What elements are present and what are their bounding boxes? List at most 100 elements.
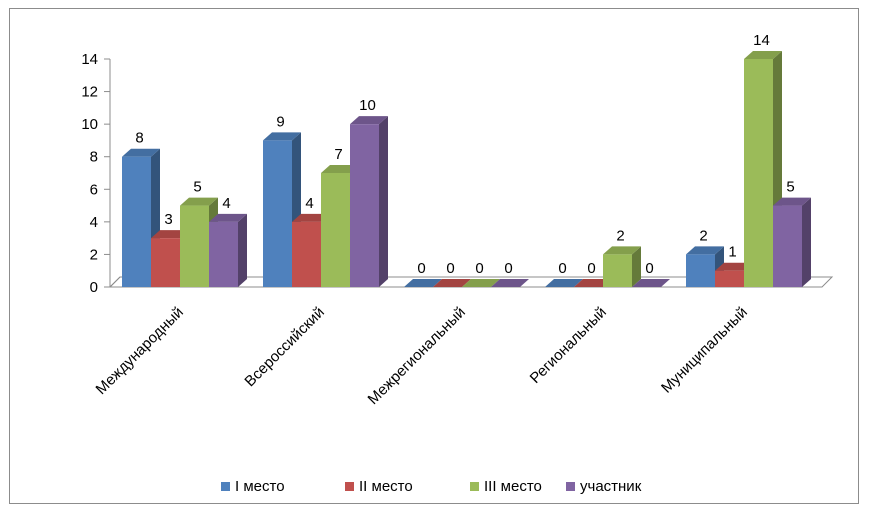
y-tick-label: 6 <box>90 181 98 198</box>
data-label: 2 <box>616 227 624 244</box>
legend-label: II место <box>359 478 413 495</box>
bar-side <box>379 116 388 288</box>
bar-top <box>433 279 471 287</box>
data-label: 5 <box>193 179 201 196</box>
category-label: Межрегиональный <box>365 304 469 408</box>
bar <box>545 279 583 287</box>
bar-top <box>180 197 218 206</box>
bar-front <box>292 221 321 287</box>
data-label: 14 <box>753 32 770 49</box>
data-label: 9 <box>276 113 284 130</box>
bar <box>462 279 500 287</box>
bar-front <box>151 238 180 287</box>
bar-front <box>321 173 350 287</box>
category-labels: Международный Всероссийский Межрегиональны… <box>93 304 751 408</box>
bar-top <box>686 246 724 255</box>
bar-top <box>545 279 583 287</box>
bar-top <box>321 165 359 173</box>
data-label: 0 <box>446 260 454 277</box>
y-tick-label: 14 <box>81 51 98 68</box>
bar-top <box>209 213 247 222</box>
legend-item: II место <box>345 478 413 495</box>
category-label: Всероссийский <box>241 304 327 390</box>
bar-chart: 0 2 4 6 8 10 12 14 8 3 5 4 9 4 7 10 0 0 0 0 0 0 2 0 2 1 14 5 Между… <box>81 32 834 495</box>
bar-top <box>350 116 388 125</box>
legend-label: I место <box>235 478 285 495</box>
data-label: 8 <box>135 130 143 147</box>
y-tick-label: 0 <box>90 279 98 296</box>
bar <box>350 116 388 288</box>
data-label: 0 <box>475 260 483 277</box>
y-axis: 0 2 4 6 8 10 12 14 <box>81 51 110 296</box>
bar <box>632 279 670 287</box>
y-tick-label: 8 <box>90 149 98 166</box>
bar-front <box>350 124 379 288</box>
data-label: 0 <box>645 260 653 277</box>
data-label: 0 <box>417 260 425 277</box>
bar-top <box>263 132 301 141</box>
legend-swatch <box>470 482 479 491</box>
legend-item: III место <box>470 478 542 495</box>
legend-swatch <box>566 482 575 491</box>
y-tick-label: 4 <box>90 214 98 231</box>
data-label: 7 <box>334 146 342 163</box>
bar-front <box>209 221 238 287</box>
chart-frame: 0 2 4 6 8 10 12 14 8 3 5 4 9 4 7 10 0 0 0 0 0 0 2 0 2 1 14 5 Между… <box>9 8 859 504</box>
bar-side <box>238 213 247 287</box>
data-label: 10 <box>359 97 376 114</box>
bar-front <box>122 156 151 287</box>
bar-front <box>744 59 773 287</box>
category-label: Муниципальный <box>658 304 751 397</box>
bar <box>491 279 529 287</box>
legend-label: III место <box>484 478 542 495</box>
bar-top <box>122 148 160 157</box>
legend: I место II место III место участник <box>221 478 642 495</box>
data-label: 0 <box>504 260 512 277</box>
category-label: Международный <box>93 304 187 398</box>
bar-top <box>773 197 811 206</box>
bar <box>603 246 641 287</box>
bar-side <box>632 246 641 287</box>
bar-top <box>292 213 330 222</box>
data-label: 0 <box>558 260 566 277</box>
y-tick-label: 10 <box>81 116 98 133</box>
legend-label: участник <box>580 478 642 495</box>
bar-front <box>715 270 744 287</box>
bar <box>574 279 612 287</box>
data-label: 4 <box>222 195 230 212</box>
y-tick-label: 2 <box>90 246 98 263</box>
bar <box>404 279 442 287</box>
bar-front <box>263 140 292 287</box>
bar-front <box>686 254 715 287</box>
data-label: 0 <box>587 260 595 277</box>
bar <box>209 213 247 287</box>
bar-front <box>180 205 209 287</box>
bar-front <box>773 205 802 287</box>
legend-item: участник <box>566 478 642 495</box>
legend-swatch <box>221 482 230 491</box>
data-label: 3 <box>164 211 172 228</box>
bar <box>433 279 471 287</box>
data-label: 4 <box>305 195 313 212</box>
bar <box>773 197 811 287</box>
data-labels: 8 3 5 4 9 4 7 10 0 0 0 0 0 0 2 0 2 1 14 5 <box>135 32 794 277</box>
bars <box>122 51 811 288</box>
y-tick-label: 12 <box>81 84 98 101</box>
bar-top <box>715 262 753 271</box>
legend-swatch <box>345 482 354 491</box>
bar-top <box>632 279 670 287</box>
bar-top <box>491 279 529 287</box>
category-label: Региональный <box>527 304 610 387</box>
data-label: 1 <box>728 244 736 261</box>
bar-side <box>802 197 811 287</box>
bar-top <box>574 279 612 287</box>
legend-item: I место <box>221 478 285 495</box>
bar-top <box>404 279 442 287</box>
bar-top <box>462 279 500 287</box>
bar-front <box>603 254 632 287</box>
bar-top <box>603 246 641 255</box>
bar-top <box>151 230 189 239</box>
data-label: 5 <box>786 179 794 196</box>
bar-top <box>744 51 782 59</box>
data-label: 2 <box>699 227 707 244</box>
